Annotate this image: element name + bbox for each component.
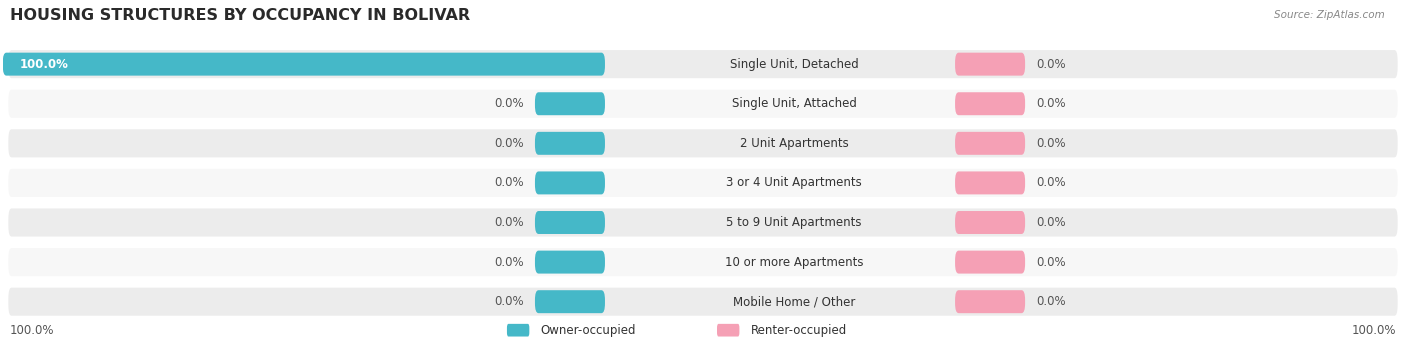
- Text: 100.0%: 100.0%: [10, 324, 55, 337]
- Text: 0.0%: 0.0%: [1036, 295, 1066, 308]
- FancyBboxPatch shape: [955, 211, 1025, 234]
- FancyBboxPatch shape: [508, 324, 529, 337]
- Text: Single Unit, Attached: Single Unit, Attached: [731, 97, 856, 110]
- Text: 0.0%: 0.0%: [1036, 256, 1066, 269]
- Text: 3 or 4 Unit Apartments: 3 or 4 Unit Apartments: [725, 176, 862, 189]
- Text: 0.0%: 0.0%: [494, 97, 524, 110]
- FancyBboxPatch shape: [534, 132, 605, 155]
- Text: HOUSING STRUCTURES BY OCCUPANCY IN BOLIVAR: HOUSING STRUCTURES BY OCCUPANCY IN BOLIV…: [10, 8, 470, 23]
- FancyBboxPatch shape: [7, 128, 1399, 159]
- FancyBboxPatch shape: [7, 49, 1399, 79]
- FancyBboxPatch shape: [955, 290, 1025, 313]
- Text: Mobile Home / Other: Mobile Home / Other: [733, 295, 855, 308]
- FancyBboxPatch shape: [534, 172, 605, 194]
- FancyBboxPatch shape: [955, 172, 1025, 194]
- Text: 2 Unit Apartments: 2 Unit Apartments: [740, 137, 848, 150]
- Text: 0.0%: 0.0%: [494, 295, 524, 308]
- Text: 10 or more Apartments: 10 or more Apartments: [724, 256, 863, 269]
- FancyBboxPatch shape: [717, 324, 740, 337]
- FancyBboxPatch shape: [955, 132, 1025, 155]
- FancyBboxPatch shape: [534, 251, 605, 273]
- Text: Owner-occupied: Owner-occupied: [540, 324, 636, 337]
- Text: 100.0%: 100.0%: [20, 58, 69, 71]
- FancyBboxPatch shape: [7, 88, 1399, 119]
- Text: 0.0%: 0.0%: [1036, 216, 1066, 229]
- FancyBboxPatch shape: [955, 53, 1025, 76]
- Text: 0.0%: 0.0%: [494, 216, 524, 229]
- Text: 0.0%: 0.0%: [494, 176, 524, 189]
- FancyBboxPatch shape: [7, 247, 1399, 278]
- Text: 0.0%: 0.0%: [1036, 97, 1066, 110]
- FancyBboxPatch shape: [7, 167, 1399, 198]
- Text: 0.0%: 0.0%: [1036, 137, 1066, 150]
- FancyBboxPatch shape: [534, 211, 605, 234]
- Text: 0.0%: 0.0%: [1036, 58, 1066, 71]
- FancyBboxPatch shape: [7, 286, 1399, 317]
- Text: 5 to 9 Unit Apartments: 5 to 9 Unit Apartments: [727, 216, 862, 229]
- Text: Source: ZipAtlas.com: Source: ZipAtlas.com: [1274, 10, 1385, 20]
- Text: 0.0%: 0.0%: [494, 137, 524, 150]
- Text: 0.0%: 0.0%: [1036, 176, 1066, 189]
- FancyBboxPatch shape: [3, 53, 605, 76]
- Text: Renter-occupied: Renter-occupied: [751, 324, 846, 337]
- Text: 0.0%: 0.0%: [494, 256, 524, 269]
- FancyBboxPatch shape: [534, 92, 605, 115]
- Text: 100.0%: 100.0%: [1351, 324, 1396, 337]
- Text: Single Unit, Detached: Single Unit, Detached: [730, 58, 859, 71]
- FancyBboxPatch shape: [7, 207, 1399, 238]
- FancyBboxPatch shape: [955, 251, 1025, 273]
- FancyBboxPatch shape: [955, 92, 1025, 115]
- FancyBboxPatch shape: [534, 290, 605, 313]
